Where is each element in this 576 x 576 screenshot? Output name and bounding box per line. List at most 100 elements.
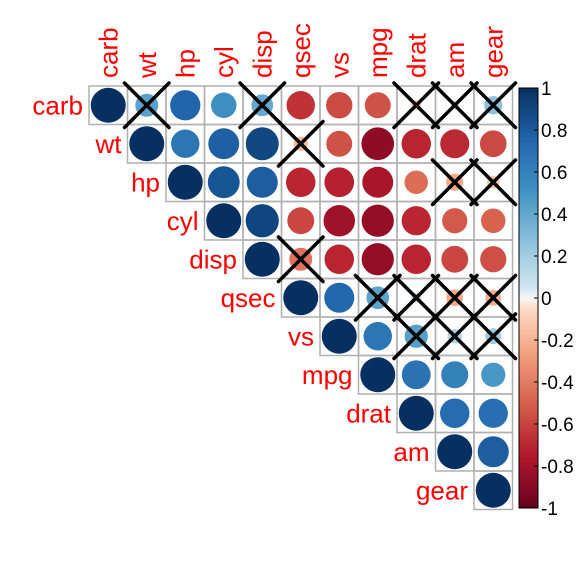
corr-circle-mpg-gear bbox=[481, 362, 506, 387]
insignificance-cross bbox=[430, 273, 479, 322]
corr-circle-mpg-am bbox=[441, 361, 469, 389]
corr-circle-carb-carb bbox=[90, 87, 126, 123]
insignificance-cross bbox=[353, 273, 402, 322]
corr-circle-vs-mpg bbox=[363, 322, 392, 351]
corr-circle-wt-am bbox=[440, 129, 470, 159]
colorbar-tick-label: -0.2 bbox=[541, 331, 574, 352]
insignificance-cross bbox=[469, 158, 518, 207]
corr-circle-wt-vs bbox=[326, 130, 353, 157]
colorbar-tick-label: 0.6 bbox=[541, 163, 567, 184]
column-label-disp: disp bbox=[247, 30, 277, 78]
insignificance-cross bbox=[430, 158, 479, 207]
insignificance-cross bbox=[122, 81, 171, 130]
corr-circle-hp-cyl bbox=[207, 166, 240, 199]
corr-circle-am-am bbox=[437, 434, 473, 470]
corr-circle-drat-gear bbox=[478, 398, 508, 428]
row-label-carb: carb bbox=[32, 90, 83, 120]
column-label-drat: drat bbox=[401, 32, 431, 78]
colorbar-tick-label: -1 bbox=[541, 499, 558, 520]
corr-circle-wt-cyl bbox=[208, 128, 240, 160]
corr-circle-cyl-cyl bbox=[206, 203, 242, 239]
insignificance-cross bbox=[430, 81, 479, 130]
insignificance-cross bbox=[276, 119, 325, 168]
corr-circle-disp-am bbox=[441, 245, 469, 273]
insignificance-cross bbox=[469, 273, 518, 322]
colorbar-tick-label: 0 bbox=[541, 289, 552, 310]
corr-circle-disp-gear bbox=[480, 246, 507, 273]
row-label-drat: drat bbox=[346, 398, 392, 428]
row-label-qsec: qsec bbox=[221, 283, 276, 313]
column-label-vs: vs bbox=[324, 52, 354, 78]
colorbar-tick-label: 0.4 bbox=[541, 205, 568, 226]
corr-circle-hp-drat bbox=[404, 170, 428, 194]
corr-circle-am-gear bbox=[477, 436, 509, 468]
insignificance-cross bbox=[392, 312, 441, 361]
column-label-am: am bbox=[440, 42, 470, 78]
insignificance-cross bbox=[392, 81, 441, 130]
insignificance-cross bbox=[430, 312, 479, 361]
corr-circle-mpg-mpg bbox=[360, 357, 396, 393]
insignificance-cross bbox=[469, 81, 518, 130]
row-label-gear: gear bbox=[416, 475, 468, 505]
corr-circle-cyl-vs bbox=[323, 205, 355, 237]
corr-circle-hp-qsec bbox=[286, 167, 316, 197]
column-label-hp: hp bbox=[170, 49, 200, 78]
insignificance-cross bbox=[276, 235, 325, 284]
insignificance-cross bbox=[469, 312, 518, 361]
colorbar-tick-label: 0.2 bbox=[541, 247, 567, 268]
corr-circle-hp-vs bbox=[324, 167, 355, 198]
corr-circle-hp-disp bbox=[246, 166, 278, 198]
corr-circle-hp-mpg bbox=[362, 166, 394, 198]
column-label-qsec: qsec bbox=[286, 23, 316, 78]
corr-circle-cyl-gear bbox=[481, 208, 506, 233]
column-label-cyl: cyl bbox=[209, 46, 239, 78]
corr-circle-wt-hp bbox=[171, 129, 200, 158]
colorbar-tick-label: -0.4 bbox=[541, 373, 574, 394]
row-label-vs: vs bbox=[288, 321, 314, 351]
corr-circle-cyl-disp bbox=[245, 204, 279, 238]
insignificance-cross bbox=[392, 273, 441, 322]
corr-circle-cyl-am bbox=[442, 208, 468, 234]
corr-circle-carb-qsec bbox=[286, 91, 315, 120]
corr-circle-wt-disp bbox=[245, 127, 279, 161]
column-label-carb: carb bbox=[93, 27, 123, 78]
grid-cell bbox=[473, 470, 514, 511]
corr-circle-wt-wt bbox=[129, 126, 165, 162]
corr-circle-cyl-qsec bbox=[287, 207, 315, 235]
row-label-wt: wt bbox=[95, 129, 123, 159]
corr-circle-vs-vs bbox=[321, 318, 357, 354]
corr-circle-wt-gear bbox=[479, 130, 507, 158]
colorbar-tick-label: -0.8 bbox=[541, 457, 574, 478]
grid-layer bbox=[88, 85, 514, 511]
insignificance-cross-layer bbox=[122, 81, 518, 361]
insignificance-cross bbox=[238, 81, 287, 130]
corr-circle-carb-vs bbox=[326, 92, 353, 119]
column-label-wt: wt bbox=[132, 51, 162, 79]
corr-circle-cyl-drat bbox=[401, 206, 431, 236]
cell-layer bbox=[90, 87, 511, 508]
corr-circle-drat-drat bbox=[398, 395, 434, 431]
row-label-mpg: mpg bbox=[302, 360, 353, 390]
corr-circle-cyl-mpg bbox=[361, 204, 394, 237]
corr-circle-carb-mpg bbox=[364, 92, 391, 119]
colorbar-tick-label: 0.8 bbox=[541, 121, 567, 142]
corr-circle-mpg-drat bbox=[401, 360, 431, 390]
row-label-am: am bbox=[393, 437, 429, 467]
row-label-disp: disp bbox=[189, 244, 237, 274]
row-label-cyl: cyl bbox=[167, 206, 199, 236]
corr-circle-qsec-qsec bbox=[283, 280, 319, 316]
corr-circle-carb-cyl bbox=[211, 92, 237, 118]
corr-circle-carb-hp bbox=[170, 90, 201, 121]
color-legend: -1 -0.8 -0.6 -0.4 -0.2 0 0.2 0.4 0.6 0.8 1 bbox=[518, 79, 574, 520]
corr-circle-gear-gear bbox=[475, 472, 511, 508]
column-label-mpg: mpg bbox=[363, 27, 393, 78]
column-labels: carb wt hp cyl disp qsec vs mpg drat am gear bbox=[93, 23, 508, 79]
corr-circle-disp-vs bbox=[324, 244, 354, 274]
row-label-hp: hp bbox=[131, 167, 160, 197]
corr-circle-disp-mpg bbox=[361, 243, 394, 276]
corr-circle-drat-am bbox=[440, 398, 470, 428]
colorbar-tick-label: -0.6 bbox=[541, 415, 574, 436]
corr-circle-wt-mpg bbox=[361, 127, 395, 161]
